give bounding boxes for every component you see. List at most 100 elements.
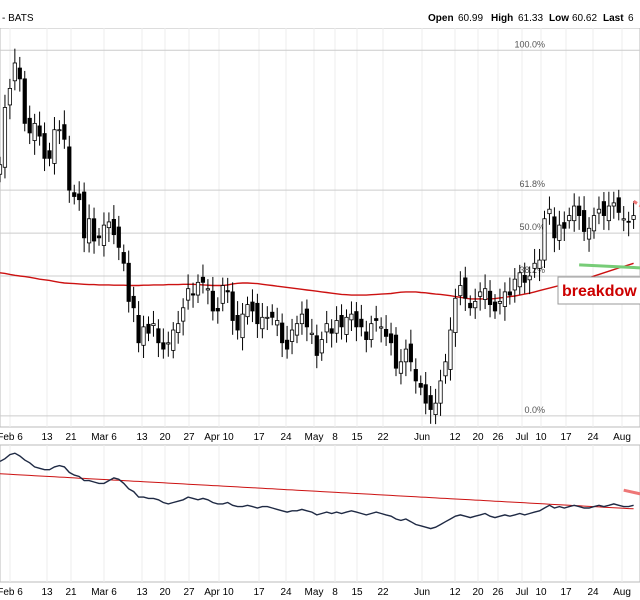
indicator-line [0, 452, 634, 530]
candle-body [101, 224, 107, 246]
price-x-tick-label: 15 [351, 432, 363, 443]
candle-body [374, 318, 379, 321]
indicator-x-tick-label: 15 [351, 587, 363, 598]
indicator-x-tick-label: 22 [377, 587, 389, 598]
indicator-x-tick-label: Mar 6 [91, 587, 117, 598]
candle-body [260, 316, 265, 330]
candle-body [22, 78, 27, 124]
candle-body [245, 304, 250, 318]
candle-body [433, 402, 438, 416]
low-label: Low [549, 13, 569, 24]
indicator-x-tick-label: May [305, 587, 324, 598]
candle-body [171, 329, 176, 351]
candle-body [67, 146, 72, 191]
candle-body [492, 301, 498, 312]
candle-body [364, 331, 369, 340]
candle-body [190, 293, 196, 296]
low-value: 60.62 [572, 13, 598, 24]
price-x-tick-label: Feb 6 [0, 432, 23, 443]
price-x-tick-label: Jul [516, 432, 529, 443]
price-x-tick-label: 17 [253, 432, 265, 443]
price-panel [0, 27, 640, 428]
indicator-x-tick-label: Apr 10 [204, 587, 234, 598]
candle-body [181, 307, 186, 322]
candle-body [423, 384, 428, 404]
candle-body [17, 67, 22, 80]
candle-body [631, 215, 636, 220]
price-x-tick-label: 20 [159, 432, 171, 443]
candle-body [284, 339, 290, 350]
candle-body [195, 281, 201, 296]
candle-body [304, 308, 310, 328]
indicator-x-tick-label: 12 [449, 587, 461, 598]
candle-body [383, 328, 389, 337]
candle-body [562, 222, 567, 229]
candle-body [478, 291, 483, 297]
candle-body [289, 329, 295, 342]
candle-body [136, 315, 141, 344]
candle-body [141, 326, 146, 346]
candle-body [557, 224, 562, 241]
candle-body [111, 218, 116, 236]
price-x-tick-label: 8 [332, 432, 338, 443]
indicator-x-tick-label: 24 [280, 587, 292, 598]
indicator-x-tick-label: 17 [560, 587, 572, 598]
indicator-x-tick-label: 20 [472, 587, 484, 598]
candle-body [200, 276, 206, 283]
candle-body [126, 262, 131, 302]
price-x-tick-label: Aug [613, 432, 631, 443]
candle-body [537, 259, 542, 269]
candle-body [586, 227, 592, 240]
candle-body [393, 334, 399, 369]
candle-body [418, 383, 423, 388]
indicator-x-tick-label: Jun [414, 587, 430, 598]
candle-body [453, 297, 458, 333]
candle-body [458, 285, 463, 297]
candle-body [250, 301, 255, 312]
price-x-tick-label: 24 [280, 432, 292, 443]
candle-body [47, 150, 52, 159]
price-x-tick-label: May [305, 432, 324, 443]
price-x-tick-label: Apr 10 [204, 432, 234, 443]
candle-body [507, 291, 512, 296]
price-x-tick-label: 26 [492, 432, 504, 443]
fib-level-label: 100.0% [514, 39, 545, 49]
candle-body [185, 288, 191, 301]
indicator-x-tick-label: Aug [613, 587, 631, 598]
candle-body [91, 218, 97, 242]
candle-body [379, 326, 384, 329]
symbol-label: - BATS [2, 13, 34, 24]
price-x-tick-label: 17 [560, 432, 572, 443]
indicator-x-tick-label: Jul [516, 587, 529, 598]
candle-body [502, 291, 508, 307]
indicator-x-tick-label: 13 [41, 587, 53, 598]
candle-body [517, 272, 522, 288]
price-x-tick-label: 12 [449, 432, 461, 443]
candle-body [463, 277, 468, 299]
candle-body [329, 328, 334, 334]
fib-level-label: 61.8% [519, 179, 545, 189]
candle-body [309, 332, 314, 335]
candle-body [314, 335, 319, 356]
candle-body [403, 348, 409, 363]
candle-body [359, 318, 364, 328]
candle-body [616, 197, 621, 213]
candle-body [354, 311, 359, 328]
candle-body [294, 323, 300, 336]
candle-body [527, 275, 532, 281]
candle-body [596, 208, 602, 214]
candle-body [255, 302, 260, 325]
candle-body [62, 124, 67, 140]
indicator-x-tick-label: 10 [535, 587, 547, 598]
candle-body [2, 107, 8, 168]
indicator-x-tick-label: 20 [159, 587, 171, 598]
indicator-x-tick-label: 27 [183, 587, 195, 598]
candle-body [577, 205, 582, 216]
annotation-box [557, 276, 640, 305]
candle-body [572, 205, 577, 222]
price-x-tick-label: 13 [136, 432, 148, 443]
candle-body [339, 315, 344, 328]
candle-body [408, 343, 413, 363]
